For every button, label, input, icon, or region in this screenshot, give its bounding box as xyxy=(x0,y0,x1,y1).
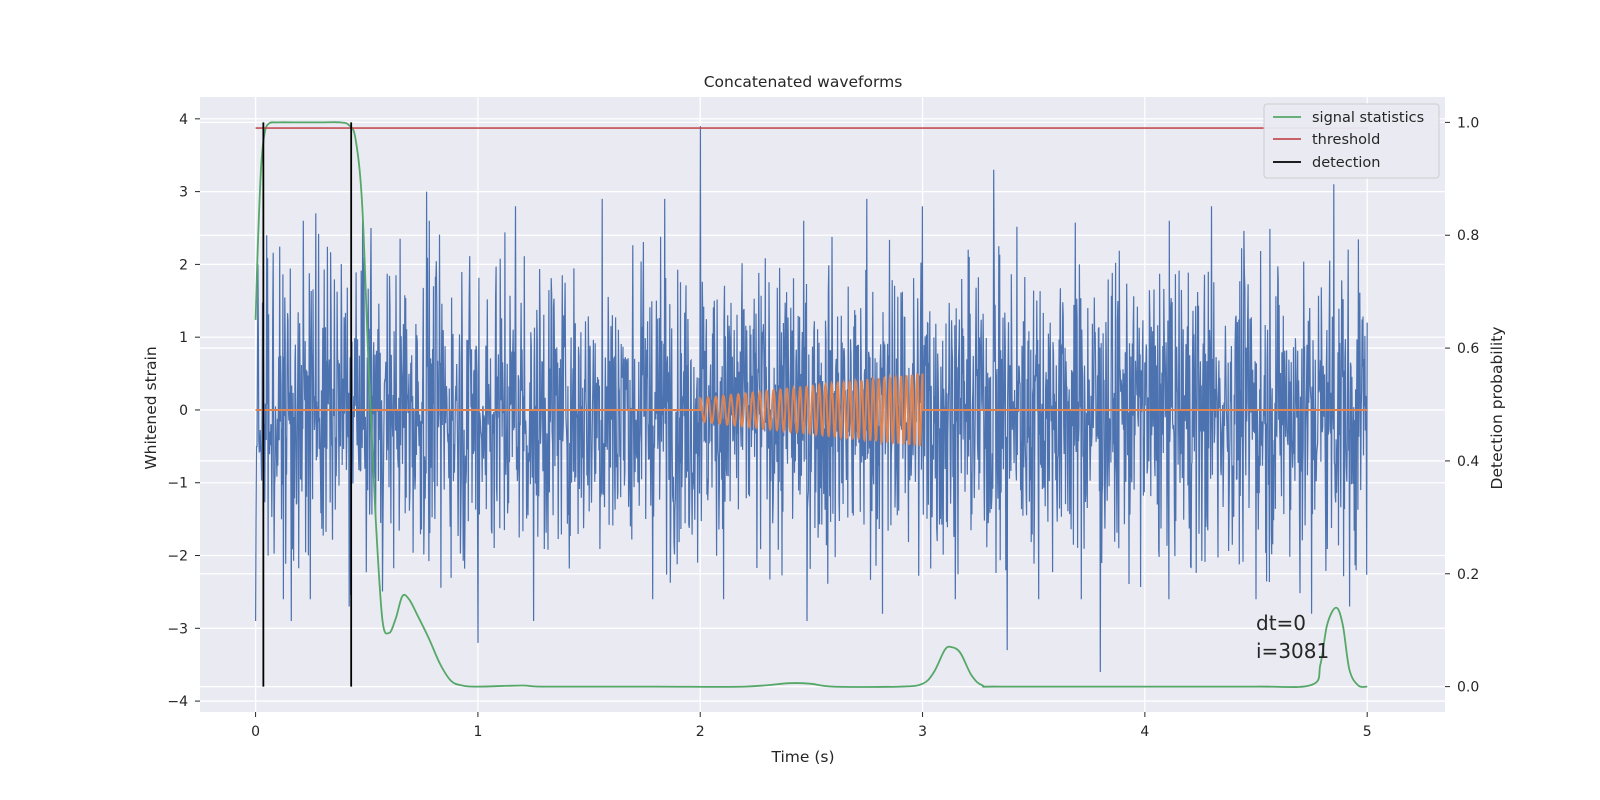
signal-statistics-line xyxy=(254,121,1368,688)
x-tick-label: 1 xyxy=(473,724,482,740)
y-tick-label: −1 xyxy=(167,476,188,492)
y2-tick-label: 0.8 xyxy=(1457,228,1479,244)
x-tick-label: 5 xyxy=(1363,724,1372,740)
y-tick-label: −3 xyxy=(167,621,188,637)
y-axis-label: Whitened strain xyxy=(142,346,160,469)
y2-tick-label: 0.2 xyxy=(1457,567,1479,583)
y-tick-label: −4 xyxy=(167,694,188,710)
x-tick-label: 3 xyxy=(918,724,927,740)
axes-layer: 0 1 2 3 4 5 −4 −3 −2 −1 0 1 2 3 4 0.0 0.2 0.4 0.6 0.8 1.0 xyxy=(167,112,1479,740)
y2-tick-label: 1.0 xyxy=(1457,115,1479,131)
x-axis-label: Time (s) xyxy=(770,748,834,766)
annotation-index: i=3081 xyxy=(1256,639,1329,663)
legend: signal statistics threshold detection xyxy=(1263,103,1440,179)
y-tick-label: 2 xyxy=(179,257,188,273)
series-layer xyxy=(254,121,1368,688)
legend-label-threshold: threshold xyxy=(1312,132,1380,148)
y2-tick-label: 0.0 xyxy=(1457,680,1479,696)
y2-axis-label: Detection probability xyxy=(1488,327,1506,490)
legend-frame xyxy=(1263,103,1440,179)
y2-tick-label: 0.4 xyxy=(1457,454,1479,470)
y-tick-label: 3 xyxy=(179,185,188,201)
legend-label-signal-statistics: signal statistics xyxy=(1312,110,1424,126)
annotation-dt: dt=0 xyxy=(1256,611,1306,635)
y2-tick-label: 0.6 xyxy=(1457,341,1479,357)
annotation: dt=0 i=3081 xyxy=(1256,611,1329,663)
chart-title: Concatenated waveforms xyxy=(704,73,903,91)
x-tick-label: 0 xyxy=(251,724,260,740)
y-tick-label: 4 xyxy=(179,112,188,128)
y-tick-label: −2 xyxy=(167,549,188,565)
x-tick-label: 4 xyxy=(1140,724,1149,740)
whitened-strain-line xyxy=(255,126,1368,673)
legend-label-detection: detection xyxy=(1312,155,1380,171)
y-tick-label: 0 xyxy=(179,403,188,419)
y-tick-label: 1 xyxy=(179,330,188,346)
injected-waveform-line xyxy=(255,373,1368,447)
x-tick-label: 2 xyxy=(696,724,705,740)
